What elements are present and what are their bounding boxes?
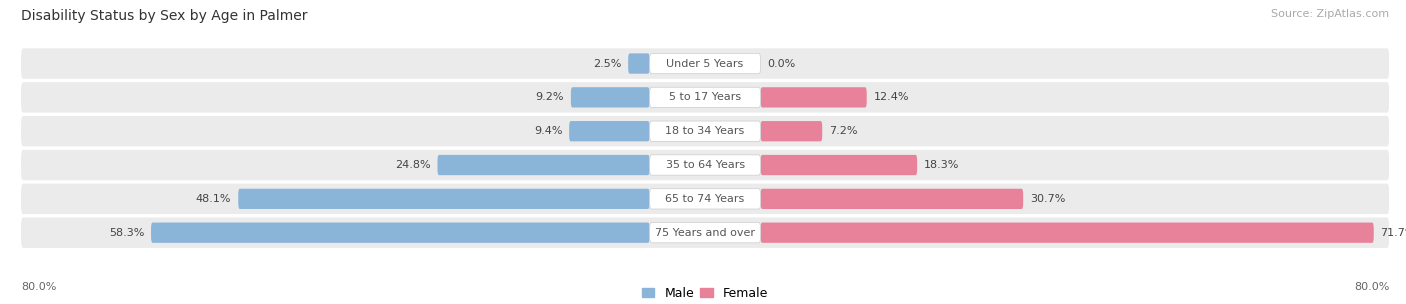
FancyBboxPatch shape (238, 189, 650, 209)
Text: 24.8%: 24.8% (395, 160, 430, 170)
Text: 75 Years and over: 75 Years and over (655, 228, 755, 238)
Text: 12.4%: 12.4% (873, 92, 910, 102)
FancyBboxPatch shape (21, 184, 1389, 214)
FancyBboxPatch shape (650, 87, 761, 108)
Text: Disability Status by Sex by Age in Palmer: Disability Status by Sex by Age in Palme… (21, 9, 308, 23)
Text: 65 to 74 Years: 65 to 74 Years (665, 194, 745, 204)
FancyBboxPatch shape (650, 54, 761, 74)
Text: Source: ZipAtlas.com: Source: ZipAtlas.com (1271, 9, 1389, 19)
Text: 2.5%: 2.5% (593, 59, 621, 68)
Legend: Male, Female: Male, Female (637, 282, 773, 304)
FancyBboxPatch shape (571, 87, 650, 108)
Text: 35 to 64 Years: 35 to 64 Years (665, 160, 745, 170)
FancyBboxPatch shape (21, 116, 1389, 147)
FancyBboxPatch shape (21, 48, 1389, 79)
Text: 9.2%: 9.2% (536, 92, 564, 102)
FancyBboxPatch shape (150, 223, 650, 243)
Text: 58.3%: 58.3% (108, 228, 145, 238)
FancyBboxPatch shape (628, 54, 650, 74)
Text: 5 to 17 Years: 5 to 17 Years (669, 92, 741, 102)
FancyBboxPatch shape (437, 155, 650, 175)
FancyBboxPatch shape (761, 155, 917, 175)
Text: 80.0%: 80.0% (1354, 282, 1389, 292)
FancyBboxPatch shape (761, 189, 1024, 209)
Text: Under 5 Years: Under 5 Years (666, 59, 744, 68)
Text: 18.3%: 18.3% (924, 160, 959, 170)
FancyBboxPatch shape (21, 150, 1389, 180)
FancyBboxPatch shape (569, 121, 650, 141)
Text: 71.7%: 71.7% (1381, 228, 1406, 238)
Text: 30.7%: 30.7% (1031, 194, 1066, 204)
Text: 18 to 34 Years: 18 to 34 Years (665, 126, 745, 136)
FancyBboxPatch shape (650, 121, 761, 141)
Text: 7.2%: 7.2% (830, 126, 858, 136)
Text: 48.1%: 48.1% (195, 194, 232, 204)
FancyBboxPatch shape (650, 223, 761, 243)
FancyBboxPatch shape (650, 155, 761, 175)
FancyBboxPatch shape (761, 121, 823, 141)
FancyBboxPatch shape (21, 217, 1389, 248)
FancyBboxPatch shape (21, 82, 1389, 112)
Text: 80.0%: 80.0% (21, 282, 56, 292)
Text: 9.4%: 9.4% (534, 126, 562, 136)
Text: 0.0%: 0.0% (768, 59, 796, 68)
FancyBboxPatch shape (761, 223, 1374, 243)
FancyBboxPatch shape (650, 189, 761, 209)
FancyBboxPatch shape (761, 87, 866, 108)
